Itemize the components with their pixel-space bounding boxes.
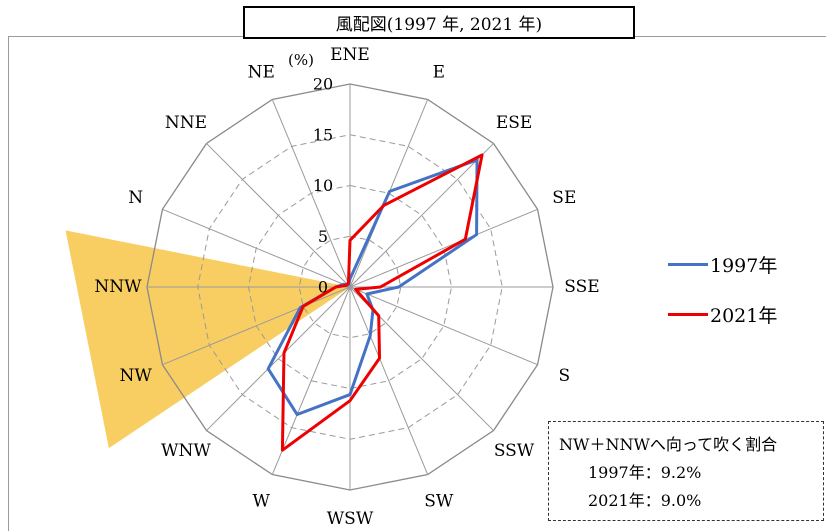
spoke-NE <box>271 99 351 288</box>
spoke-NNE <box>206 143 351 288</box>
legend-item-1997: 1997年 <box>668 252 778 277</box>
spoke-W <box>271 286 351 475</box>
unit-label: (%) <box>288 51 314 69</box>
direction-label-WSW: WSW <box>327 509 374 529</box>
spoke-NW <box>162 286 351 366</box>
grid-layer <box>146 83 554 491</box>
direction-label-NE: NE <box>248 63 275 83</box>
direction-label-SSW: SSW <box>494 441 535 461</box>
grid-ring-5 <box>298 235 402 339</box>
highlight-sector-nw-nnw <box>65 230 350 449</box>
frame-top-left-line <box>8 36 243 37</box>
series-line-1 <box>280 153 484 452</box>
direction-label-ENE: ENE <box>330 45 370 65</box>
spoke-ESE <box>349 143 494 288</box>
legend-item-2021: 2021年 <box>668 302 778 327</box>
spoke-N <box>162 208 351 288</box>
r-tick-label-0: 0 <box>318 278 328 297</box>
direction-label-SW: SW <box>424 491 454 511</box>
direction-label-NW: NW <box>119 366 152 386</box>
r-tick-label-15: 15 <box>313 125 333 144</box>
direction-label-NNW: NNW <box>94 277 142 297</box>
grid-ring-10 <box>247 184 453 390</box>
r-tick-label-20: 20 <box>313 75 333 94</box>
legend: 1997年 2021年 <box>668 252 777 352</box>
legend-swatch-2021 <box>668 312 708 316</box>
direction-label-NNE: NNE <box>165 113 207 133</box>
direction-label-E: E <box>433 63 445 83</box>
label-layer: ENE E ESE SE SSE S SSW SW WSW W WNW NW NNW N NNE NE 0 5 10… <box>94 45 599 529</box>
spoke-S <box>349 286 538 366</box>
direction-label-WNW: WNW <box>161 441 211 461</box>
direction-label-SE: SE <box>552 188 576 208</box>
frame-top-right-line <box>635 36 826 37</box>
direction-label-N: N <box>128 188 143 208</box>
annotation-line-1997: 1997年：9.2% <box>588 463 702 482</box>
spoke-WNW <box>206 286 351 431</box>
direction-label-S: S <box>559 366 571 386</box>
spoke-SE <box>349 208 538 288</box>
direction-label-SSE: SSE <box>564 277 599 297</box>
legend-swatch-1997 <box>668 262 708 266</box>
legend-label-2021: 2021年 <box>710 304 778 327</box>
series-layer <box>266 153 484 452</box>
direction-label-W: W <box>252 491 270 511</box>
annotation-box: NW＋NNWへ向って吹く割合 1997年：9.2% 2021年：9.0% <box>548 421 824 521</box>
frame-left-line <box>8 36 9 531</box>
annotation-line-2021: 2021年：9.0% <box>588 491 702 510</box>
r-tick-label-10: 10 <box>313 176 333 195</box>
annotation-heading: NW＋NNWへ向って吹く割合 <box>559 435 778 454</box>
highlight-sector-layer <box>65 230 350 449</box>
r-tick-label-5: 5 <box>318 227 328 246</box>
spoke-SW <box>349 286 429 475</box>
chart-title: 風配図(1997 年, 2021 年) <box>243 6 635 39</box>
legend-label-1997: 1997年 <box>710 254 778 277</box>
direction-label-ESE: ESE <box>496 113 532 133</box>
